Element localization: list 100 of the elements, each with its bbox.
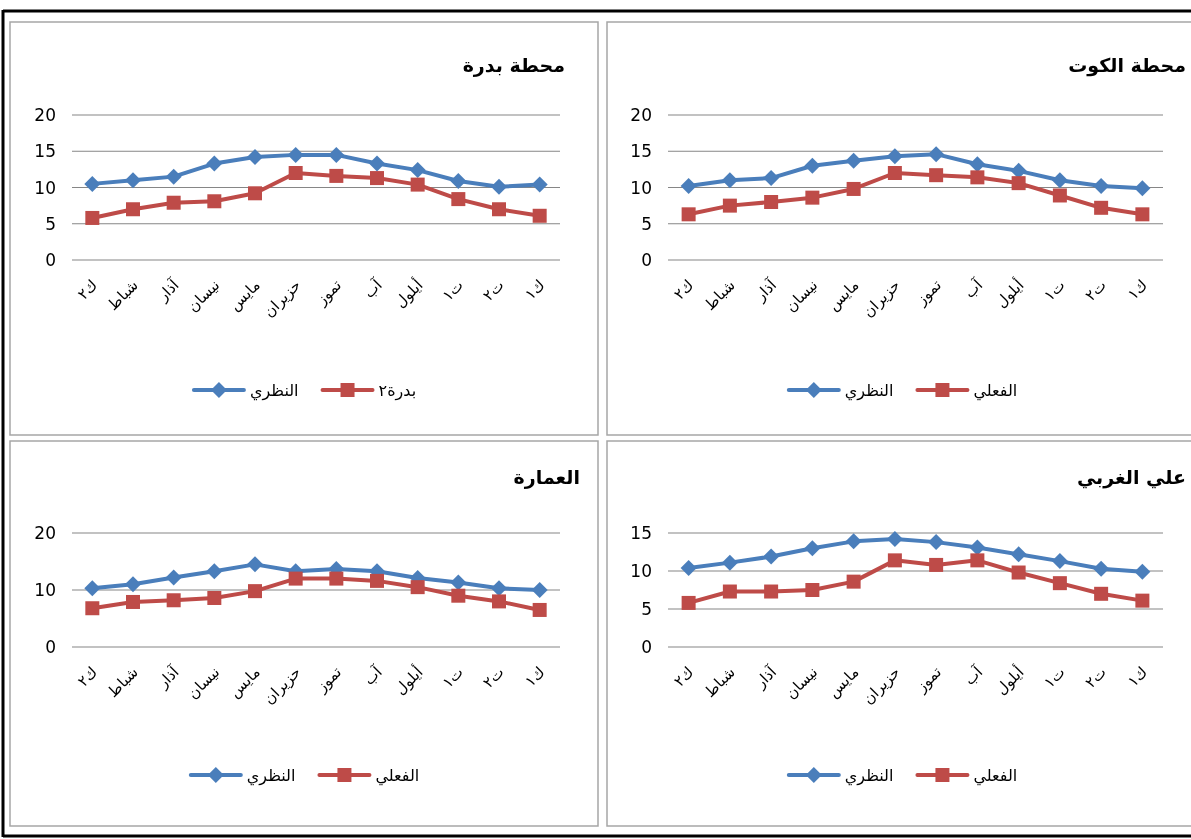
point xyxy=(886,531,903,548)
y-tick-label: 10 xyxy=(34,177,56,198)
point xyxy=(125,172,141,189)
point xyxy=(410,177,425,192)
point xyxy=(1093,178,1110,195)
point xyxy=(763,170,780,187)
x-tick-label: شباط xyxy=(103,663,142,701)
point xyxy=(85,601,100,616)
point xyxy=(680,178,697,195)
x-tick-label: أيلول xyxy=(991,275,1028,312)
point xyxy=(370,171,384,186)
legend-label: النظري xyxy=(246,766,296,786)
y-tick-label: 15 xyxy=(630,523,652,543)
point xyxy=(721,554,738,571)
legend-label: النظري xyxy=(249,381,299,401)
point xyxy=(126,594,140,609)
point xyxy=(370,573,384,588)
x-tick-label: ت٢ xyxy=(479,276,508,305)
point xyxy=(165,569,182,586)
x-tick-label: تموز xyxy=(911,276,945,310)
point xyxy=(1093,560,1110,577)
x-tick-label: ك١ xyxy=(1124,276,1152,304)
x-tick-label: ت١ xyxy=(438,663,468,692)
legend-label: الفعلي xyxy=(375,766,420,786)
point xyxy=(531,176,548,193)
point xyxy=(804,157,821,174)
point xyxy=(1135,207,1150,222)
point xyxy=(247,556,263,573)
point xyxy=(492,202,506,217)
point xyxy=(491,580,507,597)
x-tick-label: ت١ xyxy=(1040,276,1069,305)
point xyxy=(763,548,780,565)
x-tick-label: آذار xyxy=(750,662,781,693)
point xyxy=(805,190,820,205)
x-tick-label: شباط xyxy=(700,276,739,314)
x-tick-label: ت١ xyxy=(1040,663,1069,692)
point xyxy=(450,574,467,591)
point xyxy=(1051,553,1068,570)
y-tick-label: 20 xyxy=(34,523,56,543)
x-tick-label: آب xyxy=(960,662,987,689)
point xyxy=(492,594,506,609)
point xyxy=(887,553,902,568)
point xyxy=(970,553,985,568)
point xyxy=(1135,593,1150,608)
point xyxy=(207,590,222,605)
point xyxy=(805,583,820,597)
point xyxy=(681,207,696,222)
x-tick-label: ك٢ xyxy=(73,663,102,691)
point xyxy=(845,152,862,169)
y-tick-label: 10 xyxy=(630,561,652,581)
y-tick-label: 15 xyxy=(630,141,652,162)
point xyxy=(532,208,547,223)
y-tick-label: 0 xyxy=(641,250,652,270)
point xyxy=(1052,576,1067,591)
point xyxy=(84,580,101,597)
x-tick-label: ك١ xyxy=(521,276,549,304)
point xyxy=(410,580,425,595)
point xyxy=(328,146,345,163)
x-tick-label: أيلول xyxy=(991,662,1028,699)
point xyxy=(450,172,467,189)
point xyxy=(207,194,222,209)
chart-title: علي الغربي xyxy=(1076,466,1186,489)
point xyxy=(681,595,696,610)
point xyxy=(928,146,945,163)
x-tick-label: ك٢ xyxy=(670,276,698,304)
point xyxy=(166,195,181,210)
y-tick-label: 0 xyxy=(45,637,56,657)
x-tick-label: تموز xyxy=(312,276,346,310)
point xyxy=(1011,565,1026,580)
point xyxy=(929,557,944,572)
legend-label: الفعلي xyxy=(973,381,1018,401)
x-tick-label: آب xyxy=(960,275,987,302)
y-tick-label: 5 xyxy=(45,213,56,234)
x-tick-label: ت٢ xyxy=(479,663,508,692)
x-tick-label: نيسان xyxy=(183,276,224,316)
point xyxy=(248,584,262,599)
y-tick-label: 20 xyxy=(34,105,56,125)
point xyxy=(247,149,263,166)
point xyxy=(206,563,223,580)
point xyxy=(531,582,548,598)
chart-title: العمارة xyxy=(513,466,580,489)
chart-title: محطة الكوت xyxy=(1068,54,1186,77)
x-tick-label: تموز xyxy=(312,663,346,697)
point xyxy=(1051,172,1068,189)
point xyxy=(722,198,737,213)
x-tick-label: آذار xyxy=(153,662,184,693)
y-tick-label: 5 xyxy=(641,599,652,619)
point xyxy=(165,168,182,185)
point xyxy=(887,166,902,180)
point xyxy=(846,574,861,589)
point xyxy=(680,559,697,576)
point xyxy=(451,588,466,603)
point xyxy=(1094,586,1109,601)
point xyxy=(846,181,861,196)
point xyxy=(886,148,903,165)
chart-title: محطة بدرة xyxy=(462,54,565,77)
point xyxy=(206,155,223,172)
point xyxy=(764,584,779,599)
point xyxy=(369,155,385,172)
point xyxy=(929,168,944,183)
